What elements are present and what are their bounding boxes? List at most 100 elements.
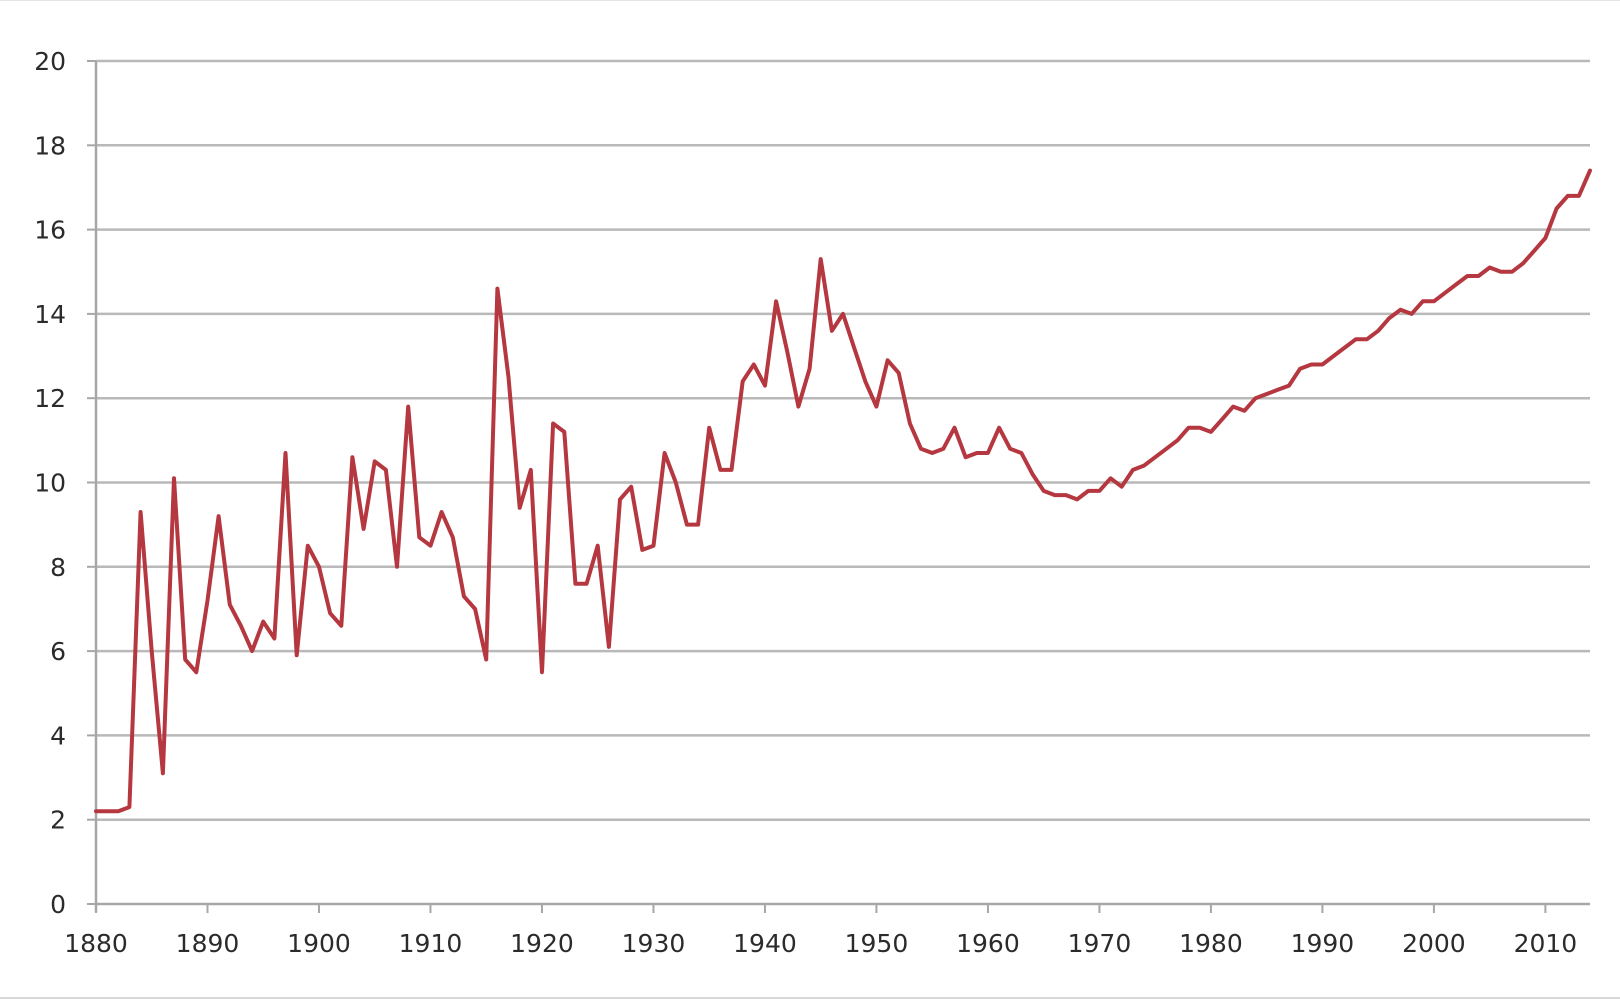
x-tick-label: 1960 bbox=[956, 929, 1020, 958]
data-point bbox=[785, 350, 789, 354]
y-tick-labels: 0 2 4 6 8 10 12 14 16 18 20 bbox=[34, 47, 66, 919]
data-point bbox=[685, 523, 689, 527]
data-point bbox=[1109, 476, 1113, 480]
data-point bbox=[1465, 274, 1469, 278]
x-tick-label: 1950 bbox=[845, 929, 909, 958]
x-tick-label: 1890 bbox=[176, 929, 240, 958]
data-point bbox=[741, 379, 745, 383]
x-tick-label: 1940 bbox=[733, 929, 797, 958]
data-point bbox=[763, 384, 767, 388]
data-point bbox=[1064, 493, 1068, 497]
data-point bbox=[796, 405, 800, 409]
data-point bbox=[1086, 489, 1090, 493]
data-point bbox=[1220, 417, 1224, 421]
data-point bbox=[1399, 308, 1403, 312]
data-point bbox=[941, 447, 945, 451]
data-point bbox=[1454, 282, 1458, 286]
data-point bbox=[1298, 367, 1302, 371]
data-point bbox=[116, 809, 120, 813]
data-point bbox=[1198, 426, 1202, 430]
data-point bbox=[451, 535, 455, 539]
x-tick-label: 1900 bbox=[287, 929, 351, 958]
data-point bbox=[551, 422, 555, 426]
data-point bbox=[1097, 489, 1101, 493]
data-point bbox=[1153, 455, 1157, 459]
data-point bbox=[350, 455, 354, 459]
data-point bbox=[596, 544, 600, 548]
data-point bbox=[930, 451, 934, 455]
data-point bbox=[1332, 354, 1336, 358]
y-tick-label: 2 bbox=[50, 806, 66, 835]
data-point bbox=[362, 527, 366, 531]
data-point bbox=[1387, 316, 1391, 320]
data-point bbox=[127, 805, 131, 809]
data-point bbox=[250, 649, 254, 653]
data-point bbox=[373, 459, 377, 463]
data-point bbox=[1209, 430, 1213, 434]
data-point bbox=[239, 624, 243, 628]
x-tick-label: 1980 bbox=[1179, 929, 1243, 958]
data-point bbox=[652, 544, 656, 548]
x-tick-label: 2000 bbox=[1402, 929, 1466, 958]
y-tick-label: 6 bbox=[50, 637, 66, 666]
data-point bbox=[194, 670, 198, 674]
data-point bbox=[1488, 266, 1492, 270]
data-point bbox=[1410, 312, 1414, 316]
data-point bbox=[317, 565, 321, 569]
data-point bbox=[774, 299, 778, 303]
data-point bbox=[975, 451, 979, 455]
data-point bbox=[886, 358, 890, 362]
data-point bbox=[1276, 388, 1280, 392]
data-point bbox=[183, 658, 187, 662]
data-point bbox=[1532, 249, 1536, 253]
data-point bbox=[718, 468, 722, 472]
data-point bbox=[1432, 299, 1436, 303]
data-point bbox=[1042, 489, 1046, 493]
y-tick-label: 20 bbox=[34, 47, 66, 76]
data-point bbox=[1142, 464, 1146, 468]
data-point bbox=[1499, 270, 1503, 274]
x-tick-label: 1990 bbox=[1291, 929, 1355, 958]
data-point bbox=[1566, 194, 1570, 198]
data-point bbox=[1254, 396, 1258, 400]
data-point bbox=[295, 653, 299, 657]
x-tick-label: 2010 bbox=[1514, 929, 1578, 958]
data-point bbox=[1131, 468, 1135, 472]
data-point bbox=[540, 670, 544, 674]
data-point bbox=[897, 371, 901, 375]
data-point bbox=[997, 426, 1001, 430]
data-point bbox=[730, 468, 734, 472]
data-point bbox=[1555, 207, 1559, 211]
x-tick-label: 1880 bbox=[64, 929, 128, 958]
data-point bbox=[1510, 270, 1514, 274]
data-point bbox=[1242, 409, 1246, 413]
data-point bbox=[139, 510, 143, 514]
data-point bbox=[495, 287, 499, 291]
data-point bbox=[562, 430, 566, 434]
data-point bbox=[1543, 236, 1547, 240]
data-point bbox=[674, 481, 678, 485]
y-tick-label: 16 bbox=[34, 216, 66, 245]
data-point bbox=[395, 565, 399, 569]
data-point bbox=[462, 594, 466, 598]
data-point bbox=[484, 658, 488, 662]
data-point bbox=[1477, 274, 1481, 278]
axes bbox=[87, 60, 1590, 913]
data-point bbox=[161, 771, 165, 775]
data-point bbox=[1231, 405, 1235, 409]
data-point bbox=[507, 375, 511, 379]
data-point bbox=[696, 523, 700, 527]
data-point bbox=[1577, 194, 1581, 198]
data-point bbox=[841, 312, 845, 316]
data-point bbox=[852, 346, 856, 350]
x-tick-label: 1930 bbox=[622, 929, 686, 958]
data-point bbox=[808, 367, 812, 371]
data-point bbox=[1176, 438, 1180, 442]
y-tick-label: 18 bbox=[34, 131, 66, 160]
data-point bbox=[585, 582, 589, 586]
data-point bbox=[172, 476, 176, 480]
data-point bbox=[1309, 363, 1313, 367]
data-point bbox=[1019, 451, 1023, 455]
